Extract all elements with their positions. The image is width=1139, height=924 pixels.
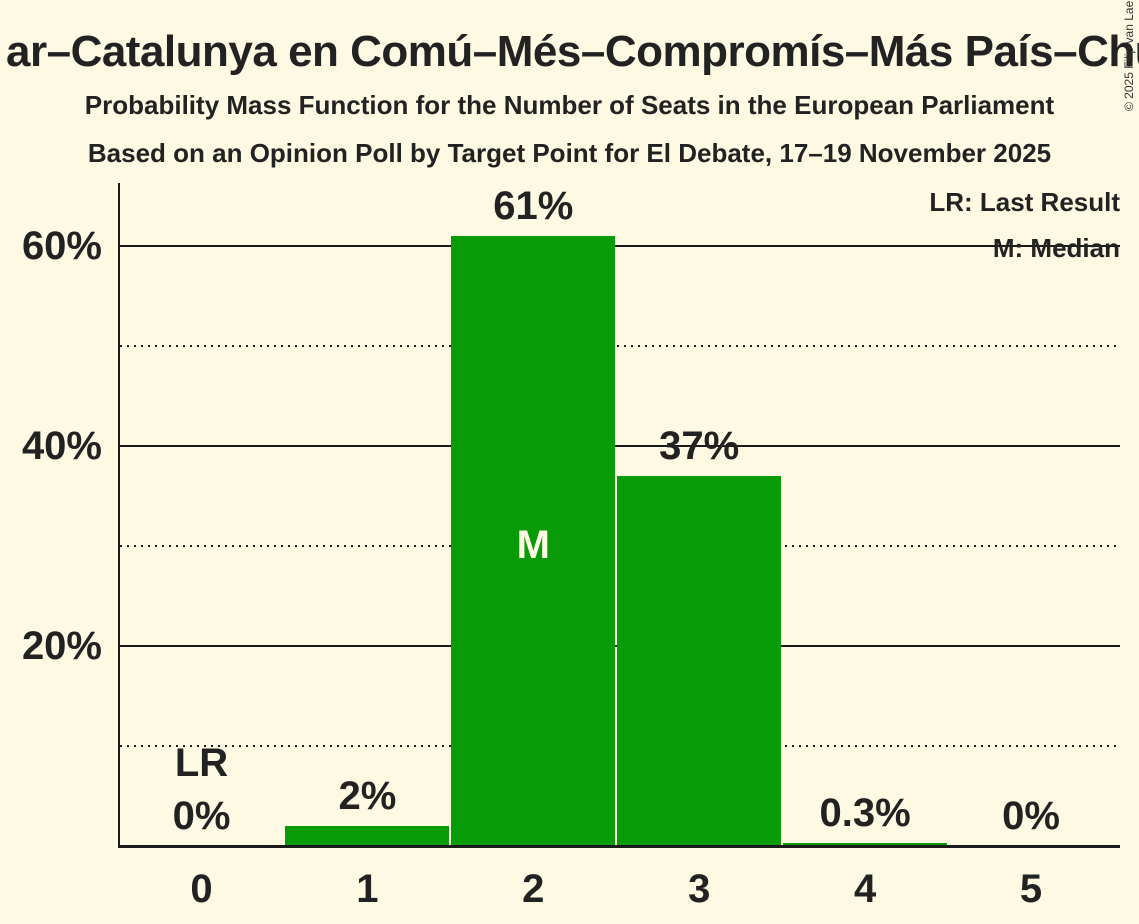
bar-value-label-3: 37%: [659, 424, 740, 468]
legend-last-result: LR: Last Result: [929, 187, 1120, 217]
xtick-label-0: 0: [190, 867, 213, 911]
xtick-label-5: 5: [1019, 867, 1043, 911]
x-axis-line: [118, 845, 1120, 848]
copyright-notice: © 2025 Filip van Laenen: [1122, 0, 1136, 111]
ytick-label-20%: 20%: [21, 624, 102, 668]
xtick-label-3: 3: [688, 867, 711, 911]
gridline-solid-40: [120, 445, 1120, 447]
legend-median: M: Median: [992, 233, 1120, 263]
bar-seats-1: [285, 826, 450, 846]
bar-value-label-4: 0.3%: [819, 791, 911, 835]
xtick-label-2: 2: [522, 867, 545, 911]
ytick-label-60%: 60%: [21, 224, 102, 268]
bar-seats-2: [451, 236, 616, 846]
chart-subtitle-line2: Based on an Opinion Poll by Target Point…: [87, 138, 1052, 168]
gridline-dotted-50: [120, 345, 1120, 347]
xtick-label-4: 4: [853, 867, 877, 911]
median-marker: M: [516, 523, 550, 567]
y-axis-line: [118, 183, 120, 848]
bar-seats-3: [617, 476, 782, 846]
bar-value-label-2: 61%: [493, 184, 574, 228]
bar-seats-4: [783, 843, 948, 846]
ytick-label-40%: 40%: [21, 424, 102, 468]
chart-subtitle-line1: Probability Mass Function for the Number…: [84, 90, 1055, 120]
bar-value-label-5: 0%: [1002, 794, 1060, 838]
bar-value-label-0: 0%: [172, 794, 231, 838]
chart-title: ar–Catalunya en Comú–Més–Compromís–Más P…: [6, 27, 1139, 76]
xtick-label-1: 1: [356, 867, 379, 911]
last-result-marker: LR: [174, 741, 229, 785]
gridline-solid-60: [120, 245, 1120, 247]
bar-value-label-1: 2%: [338, 774, 397, 818]
